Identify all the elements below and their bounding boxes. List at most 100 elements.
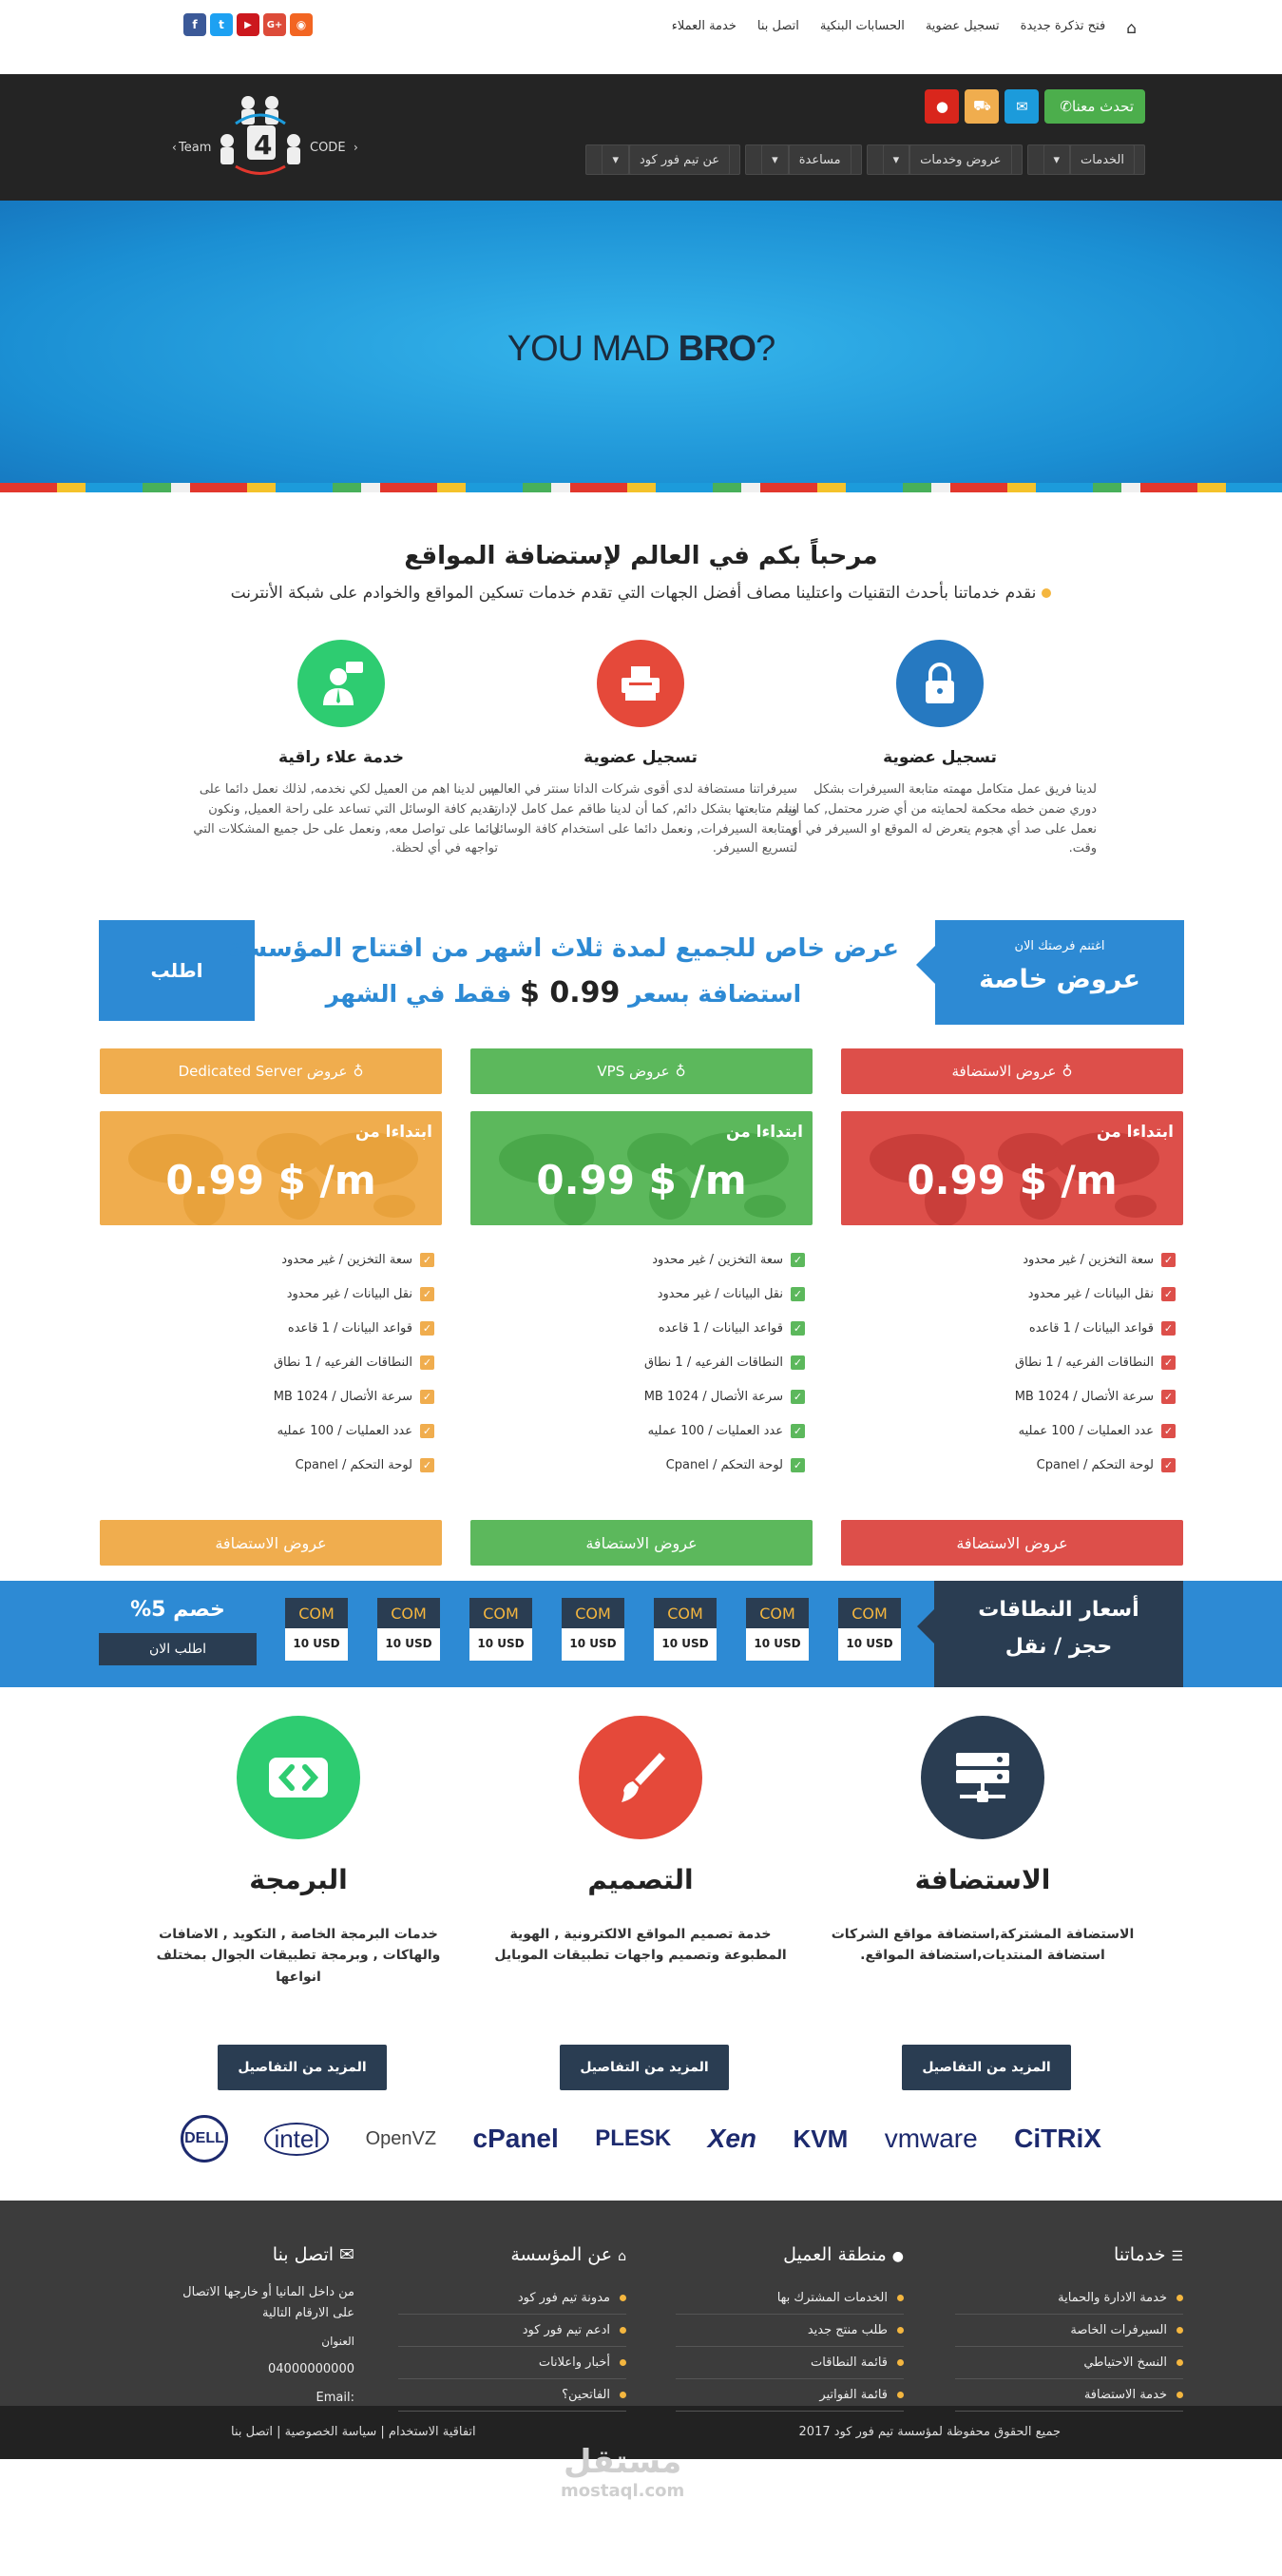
mostaql-watermark: مستقل mostaql.com [561, 2443, 684, 2501]
more-details-button[interactable]: المزيد من التفاصيل [218, 2045, 387, 2090]
user-button[interactable]: ● [925, 89, 960, 124]
footer-title: ✉اتصل بنا [174, 2244, 354, 2265]
plan-order-button[interactable]: عروض الاستضافة [100, 1520, 442, 1566]
tld-name: COM [654, 1598, 717, 1628]
topnav-new-ticket[interactable]: فتح تذكرة جديدة [1020, 19, 1106, 33]
plan-order-button[interactable]: عروض الاستضافة [470, 1520, 813, 1566]
chat-label: تحدث معنا [1072, 98, 1134, 115]
topnav-customer-service[interactable]: خدمة العملاء [671, 19, 737, 33]
support-agent-icon [297, 640, 385, 727]
price-from-label: ابتداءا من [354, 1123, 432, 1142]
offer-box: اطلب عرض خاص للجميع لمدة ثلاث اشهر من اف… [99, 920, 1184, 1027]
footer-link[interactable]: الخدمات المشترك بها [676, 2282, 904, 2315]
service-design: التصميم خدمة تصميم المواقع الالكترونية ,… [469, 1716, 812, 2090]
feature-text: نقل البيانات / غير محدود [286, 1286, 412, 1301]
check-icon: ✓ [1161, 1389, 1176, 1404]
check-icon: ✓ [791, 1457, 805, 1472]
check-icon: ✓ [420, 1286, 434, 1301]
tld-price-box[interactable]: COM 10 USD [377, 1598, 440, 1661]
footer-links-list: خدمة الادارة والحماية السيرفرات الخاصة الن… [955, 2282, 1183, 2412]
email-button[interactable]: ✉ [1005, 89, 1040, 124]
footer-title: ☰ خدماتنا [955, 2244, 1183, 2265]
pricing-plan: ♁ عروض الاستضافة ابتداءا من 0.99 $ /m ✓ سعة ا… [841, 1048, 1183, 1482]
footer-link-text: مدونة تيم فور كود [517, 2291, 610, 2305]
footer-link[interactable]: خدمة الادارة والحماية [955, 2282, 1183, 2315]
menu-offers[interactable]: ▾ عروض وخدمات [866, 144, 1023, 175]
menu-services[interactable]: ▾ الخدمات [1026, 144, 1145, 175]
check-icon: ✓ [420, 1252, 434, 1267]
check-icon: ✓ [791, 1286, 805, 1301]
feature-text: سعة التخزين / غير محدود [1023, 1252, 1154, 1267]
user-icon: ● [935, 98, 948, 115]
footer-link[interactable]: قائمة الفواتير [676, 2379, 904, 2412]
offer-line1: عرض خاص للجميع لمدة ثلاث اشهر من افتتاح … [227, 934, 899, 963]
watermark-en: mostaql.com [561, 2481, 685, 2501]
google-plus-icon[interactable]: G+ [263, 13, 286, 36]
feature-item: ✓ سعة التخزين / غير محدود [841, 1242, 1183, 1277]
tld-price-box[interactable]: COM 10 USD [562, 1598, 624, 1661]
footer-link[interactable]: الفاتحين؟ [398, 2379, 626, 2412]
footer-column-title: خدماتنا [1113, 2244, 1166, 2265]
offer-line2: استضافة بسعر 0.99 $ فقط في الشهر [228, 976, 899, 1009]
feature-item: ✓ سرعة الأتصال / 1024 MB [470, 1379, 813, 1413]
footer-link[interactable]: أخبار واعلانات [398, 2347, 626, 2379]
footer-link[interactable]: طلب منتج جديد [676, 2315, 904, 2347]
bullet-dot [620, 2392, 626, 2398]
cart-button[interactable]: ⛟ [965, 89, 1000, 124]
feature-item: ✓ نقل البيانات / غير محدود [100, 1277, 442, 1311]
footer-link[interactable]: قائمة النطاقات [676, 2347, 904, 2379]
topnav-contact[interactable]: اتصل بنا [756, 19, 799, 33]
offer-line2-b: فقط في الشهر [325, 980, 512, 1008]
plesk-logo: PLESK [595, 2125, 672, 2151]
tld-price-box[interactable]: COM 10 USD [654, 1598, 717, 1661]
site-logo[interactable]: ‹ Team CODE › 4 [167, 86, 376, 181]
tld-price-box[interactable]: COM 10 USD [469, 1598, 532, 1661]
chevron-down-icon: ▾ [602, 144, 630, 175]
footer-title: ● منطقة العميل [676, 2244, 904, 2265]
tld-price-box[interactable]: COM 10 USD [838, 1598, 901, 1661]
home-icon[interactable]: ⌂ [1126, 19, 1137, 38]
footer-link[interactable]: النسخ الاحتياطي [955, 2347, 1183, 2379]
footer-links[interactable]: اتفاقية الاستخدام | سياسة الخصوصية | اتص… [231, 2425, 476, 2439]
order-now-button[interactable]: اطلب الان [99, 1633, 257, 1665]
menu-about[interactable]: ▾ عن تيم فور كود [585, 144, 741, 175]
feature-text: لوحة التحكم / Cpanel [295, 1457, 412, 1472]
chat-button[interactable]: ✆ تحدث معنا [1044, 89, 1145, 124]
more-details-button[interactable]: المزيد من التفاصيل [902, 2045, 1071, 2090]
feature-text: قواعد البيانات / 1 قاعده [287, 1320, 412, 1336]
check-icon: ✓ [791, 1355, 805, 1370]
feature-text: سيرفراتنا مستضافة لدى أقوى شركات الداتا … [488, 782, 797, 856]
topnav-register[interactable]: تسجيل عضوية [925, 19, 1000, 33]
youtube-icon[interactable]: ▶ [237, 13, 259, 36]
tld-name: COM [838, 1598, 901, 1628]
header-menu: ▾ الخدمات ▾ عروض وخدمات ▾ مساعدة ▾ عن تيم فو… [585, 144, 1145, 175]
footer-link[interactable]: مدونة تيم فور كود [398, 2282, 626, 2315]
offer-order-button[interactable]: اطلب [99, 920, 255, 1021]
footer-column: ⌂ عن المؤسسة مدونة تيم فور كود ادعم تيم فور… [398, 2244, 626, 2412]
feature-text: لوحة التحكم / Cpanel [1036, 1457, 1154, 1472]
feature-title: تسجيل عضوية [584, 748, 698, 767]
more-details-button[interactable]: المزيد من التفاصيل [560, 2045, 729, 2090]
bullet-dot [1177, 2295, 1183, 2301]
tld-price-box[interactable]: COM 10 USD [285, 1598, 348, 1661]
topnav-bank-accounts[interactable]: الحسابات البنكية [819, 19, 905, 33]
plan-order-button[interactable]: عروض الاستضافة [841, 1520, 1183, 1566]
facebook-icon[interactable]: f [183, 13, 206, 36]
rss-icon[interactable]: ◉ [290, 13, 313, 36]
feature-text: نقل البيانات / غير محدود [657, 1286, 783, 1301]
footer-link[interactable]: خدمة الاستضافة [955, 2379, 1183, 2412]
kvm-logo: KVM [793, 2124, 849, 2153]
pricing-plan: ♁ عروض VPS ابتداءا من 0.99 $ /m ✓ سعة التخزين… [470, 1048, 813, 1482]
menu-help[interactable]: ▾ مساعدة [745, 144, 862, 175]
plan-price-box: ابتداءا من 0.99 $ /m [100, 1111, 442, 1225]
copyright: جميع الحقوق محفوظة لمؤسسة تيم فور كود 20… [798, 2425, 1061, 2439]
tld-price-box[interactable]: COM 10 USD [746, 1598, 809, 1661]
bottom-bar: جميع الحقوق محفوظة لمؤسسة تيم فور كود 20… [0, 2406, 1282, 2459]
footer-link[interactable]: السيرفرات الخاصة [955, 2315, 1183, 2347]
twitter-icon[interactable]: t [210, 13, 233, 36]
feature-text: النطاقات الفرعيه / 1 نطاق [643, 1355, 783, 1370]
feature-text: يس لدينا اهم من العميل لكي نخدمه, لذلك ن… [193, 782, 498, 856]
check-icon: ✓ [1161, 1355, 1176, 1370]
flask-icon: ♁ [675, 1063, 686, 1080]
footer-link[interactable]: ادعم تيم فور كود [398, 2315, 626, 2347]
